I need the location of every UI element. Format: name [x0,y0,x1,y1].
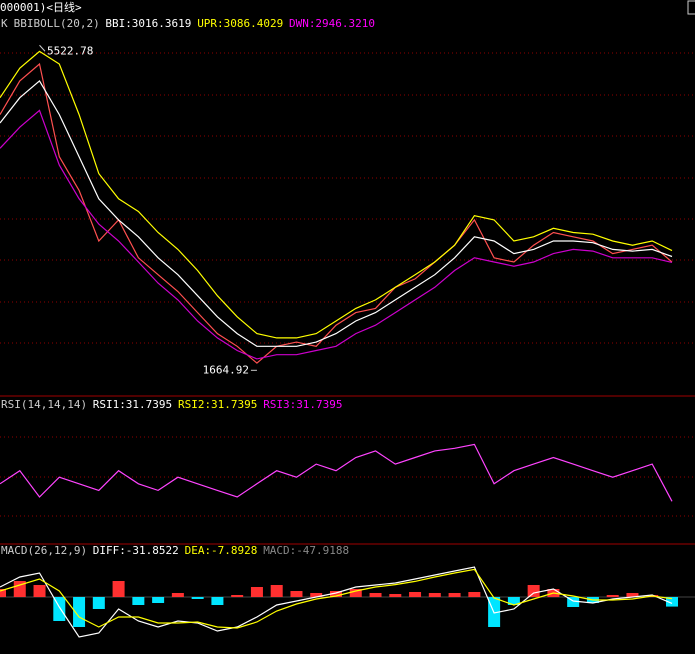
macd-bar [33,585,46,597]
macd-bar [171,593,184,597]
macd-bar [290,591,303,597]
series-line [0,109,673,360]
macd-bar [448,593,461,597]
high-label: 5522.78 [47,44,93,57]
macd-bar [567,597,580,607]
readout-value: 2946.3210 [315,17,375,30]
series-line [0,50,673,339]
macd-bar [606,595,619,597]
macd-bar [409,592,422,597]
macd-bar [132,597,145,605]
series-line [0,79,673,347]
header-bar [0,0,695,16]
macd-bar [152,597,165,603]
window-button[interactable] [687,0,695,15]
macd-bar [527,585,540,597]
header-title: 000001)<日线> [0,0,82,14]
readout-name: RSI2: [178,398,211,411]
macd-bar [369,593,382,597]
macd-bar [73,597,86,627]
macd-bar [428,593,441,597]
macd-bar [349,589,362,597]
readout-value: 3086.4029 [224,17,284,30]
macd-bar [231,595,244,597]
panel-label: BBIBOLL(20,2) [14,17,100,30]
series-line [0,568,673,629]
low-label: 1664.92 [203,363,249,376]
readout-value: -47.9188 [296,544,349,557]
series-line [0,443,673,502]
macd-bar [666,597,678,607]
series-line [0,566,673,638]
readout-name: UPR: [197,17,224,30]
macd-bar [0,589,6,597]
macd-bar [13,581,26,597]
readout-name: BBI: [105,17,131,30]
readout-value: 3016.3619 [132,17,192,30]
macd-bar [310,593,323,597]
readout-name: DEA: [185,544,212,557]
macd-bar [250,587,263,597]
readout-value: 31.7395 [296,398,342,411]
macd-bar [389,594,402,597]
readout-value: -31.8522 [126,544,179,557]
readout-name: MACD: [263,544,296,557]
panel-label: RSI(14,14,14) [1,398,87,411]
macd-bar [92,597,105,609]
panel-label: K [1,17,8,30]
readout-value: 31.7395 [211,398,257,411]
series-line [0,62,673,364]
macd-bar [270,585,283,597]
macd-bar [191,597,204,599]
macd-bar [507,597,520,605]
readout-name: DWN: [289,17,316,30]
readout-name: DIFF: [93,544,126,557]
macd-bar [468,592,481,597]
readout-value: 31.7395 [126,398,172,411]
macd-bar [330,591,342,597]
readout-value: -7.8928 [211,544,257,557]
macd-bar [211,597,224,605]
macd-bar [112,581,125,597]
macd-bar [626,593,639,597]
high-pointer [39,44,46,52]
readout-name: RSI1: [93,398,126,411]
panel-label: MACD(26,12,9) [1,544,87,557]
readout-name: RSI3: [263,398,296,411]
macd-bar [53,597,66,621]
